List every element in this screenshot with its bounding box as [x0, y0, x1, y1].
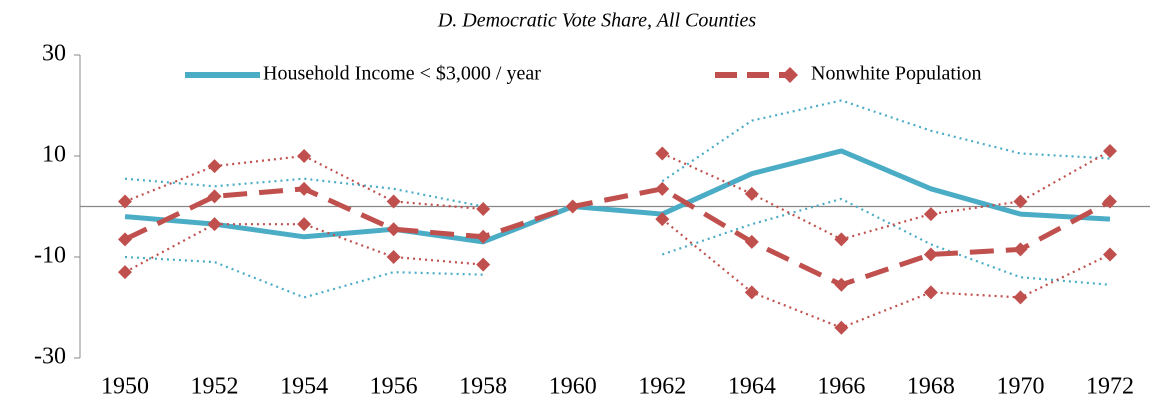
point-marker: [476, 202, 491, 217]
point-marker: [744, 234, 759, 249]
x-tick-label: 1958: [459, 374, 507, 400]
point-marker: [118, 265, 132, 280]
point-marker: [744, 285, 759, 300]
y-tick-label: -30: [34, 344, 66, 370]
legend-label: Nonwhite Population: [811, 63, 982, 85]
x-tick-label: 1956: [370, 374, 418, 400]
point-marker: [923, 207, 938, 222]
x-tick-label: 1960: [549, 374, 597, 400]
point-marker: [1013, 242, 1028, 257]
point-marker: [118, 232, 132, 247]
y-tick-label: -10: [34, 243, 66, 269]
point-marker: [1103, 247, 1117, 262]
point-marker: [207, 189, 222, 204]
point-marker: [923, 247, 938, 262]
point-marker: [1013, 194, 1028, 209]
x-tick-label: 1962: [638, 374, 686, 400]
x-tick-label: 1968: [907, 374, 955, 400]
y-tick-label: 10: [42, 142, 66, 168]
point-marker: [655, 181, 670, 196]
point-marker: [297, 149, 312, 163]
point-marker: [476, 257, 491, 272]
x-tick-label: 1950: [101, 374, 149, 400]
point-marker: [923, 285, 938, 300]
point-marker: [834, 320, 849, 335]
point-marker: [386, 194, 401, 209]
point-marker: [207, 159, 222, 174]
point-marker: [655, 212, 670, 227]
x-tick-label: 1972: [1086, 374, 1134, 400]
point-marker: [118, 194, 132, 209]
legend-label: Household Income < $3,000 / year: [263, 63, 541, 85]
chart-title: D. Democratic Vote Share, All Counties: [437, 10, 757, 32]
series-line: [123, 186, 1112, 288]
point-marker: [297, 181, 312, 196]
x-tick-label: 1954: [280, 374, 328, 400]
point-marker: [834, 277, 849, 292]
point-marker: [565, 199, 580, 214]
series-line: [124, 99, 1111, 208]
series-line: [124, 218, 1111, 329]
x-tick-label: 1952: [191, 374, 239, 400]
y-tick-label: 30: [42, 41, 66, 67]
series-line: [124, 148, 1111, 245]
point-marker: [386, 222, 401, 237]
point-marker: [207, 217, 222, 232]
point-marker: [655, 146, 670, 161]
point-marker: [1103, 143, 1117, 158]
x-tick-label: 1966: [817, 374, 865, 400]
point-marker: [386, 250, 401, 264]
x-tick-label: 1970: [996, 374, 1044, 400]
point-marker: [1013, 290, 1028, 305]
legend-marker: [782, 67, 798, 83]
point-marker: [1103, 194, 1117, 209]
point-marker: [297, 217, 312, 232]
series-line: [124, 197, 1111, 299]
point-marker: [834, 232, 849, 247]
point-marker: [744, 186, 759, 201]
x-tick-label: 1964: [728, 374, 776, 400]
point-marker: [476, 229, 491, 244]
